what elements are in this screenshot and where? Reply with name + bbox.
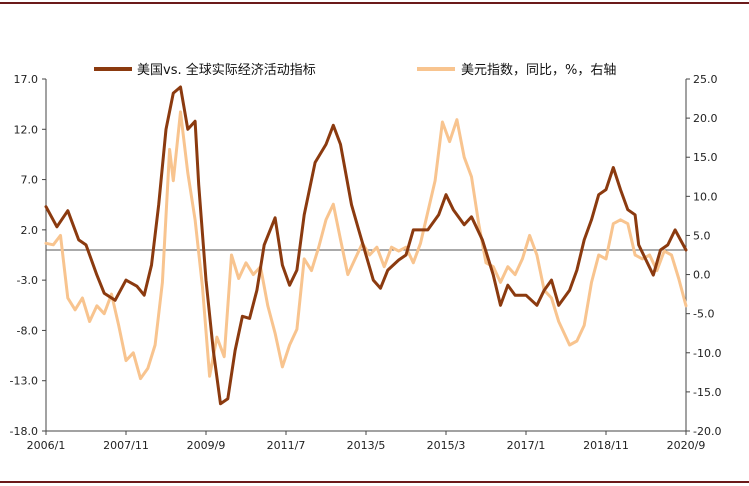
left-tick-label: -18.0 <box>10 425 38 438</box>
x-tick-label: 2011/7 <box>267 439 306 452</box>
right-tick-label: 10.0 <box>693 190 718 203</box>
legend: 美国vs. 全球实际经济活动指标 美元指数，同比，%，右轴 <box>94 62 616 78</box>
bottom-frame-line <box>0 481 749 483</box>
x-tick-label: 2009/9 <box>187 439 226 452</box>
axes: 17.0 12.0 7.0 2.0 -3.0 -8.0 -13.0 -18.0 25.0 20.0… <box>10 73 722 452</box>
x-tick-label: 2013/5 <box>347 439 386 452</box>
right-tick-label: 25.0 <box>693 73 718 86</box>
left-tick-label: 12.0 <box>14 123 39 136</box>
legend-label-series-1: 美元指数，同比，%，右轴 <box>461 63 616 78</box>
x-tick-label: 2007/11 <box>103 439 149 452</box>
series-line-1 <box>44 110 688 381</box>
x-tick-label: 2020/9 <box>667 439 706 452</box>
right-tick-label: 20.0 <box>693 112 718 125</box>
left-tick-label: -8.0 <box>17 324 38 337</box>
top-frame-line <box>0 2 749 4</box>
right-tick-label: -15.0 <box>693 386 721 399</box>
legend-label-series-0: 美国vs. 全球实际经济活动指标 <box>137 62 316 78</box>
x-tick-label: 2017/1 <box>507 439 546 452</box>
left-tick-label: -13.0 <box>10 375 38 388</box>
right-tick-label: -20.0 <box>693 425 721 438</box>
right-tick-label: 5.0 <box>693 229 711 242</box>
x-tick-label: 2006/1 <box>27 439 66 452</box>
left-tick-label: 17.0 <box>14 73 39 86</box>
left-tick-label: 2.0 <box>21 224 39 237</box>
x-tick-label: 2018/11 <box>583 439 629 452</box>
series-line-0 <box>44 85 688 406</box>
left-tick-label: -3.0 <box>17 274 38 287</box>
left-tick-label: 7.0 <box>21 174 39 187</box>
x-tick-label: 2015/3 <box>427 439 466 452</box>
right-tick-label: -5.0 <box>693 308 714 321</box>
right-tick-label: 15.0 <box>693 151 718 164</box>
right-tick-label: -10.0 <box>693 347 721 360</box>
right-tick-label: 0.0 <box>693 269 711 282</box>
series-lines <box>44 85 688 406</box>
